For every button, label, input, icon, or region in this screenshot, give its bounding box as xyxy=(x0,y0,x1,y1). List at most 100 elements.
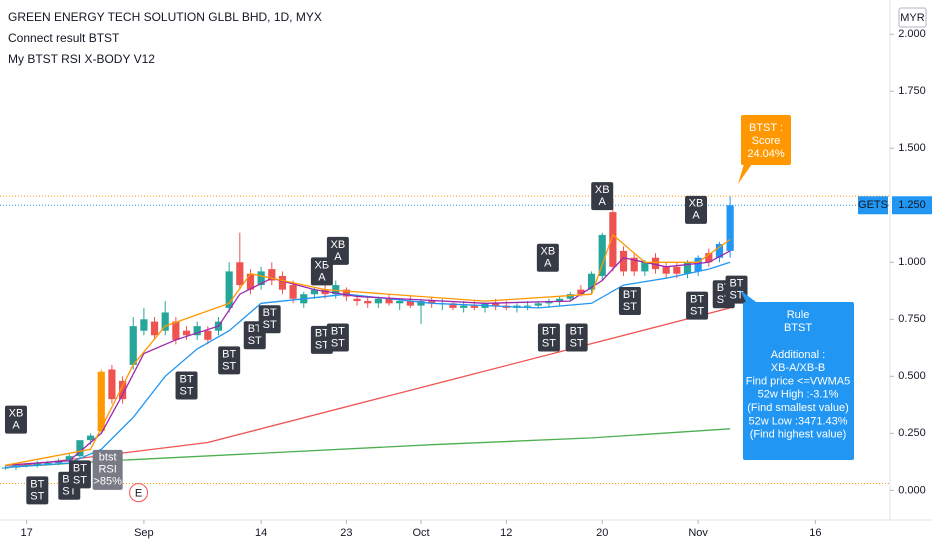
signal-label: XBA xyxy=(536,243,559,272)
signal-label: BTST xyxy=(618,287,641,316)
signal-text: ST xyxy=(263,319,277,331)
x-tick-label: 16 xyxy=(809,527,821,539)
signal-label: BTST xyxy=(243,321,266,350)
candle-body xyxy=(694,257,702,272)
y-tick-label: 2.000 xyxy=(898,28,926,40)
candle-body xyxy=(715,244,724,258)
candle-body xyxy=(587,273,596,290)
indicator-line xyxy=(5,233,731,466)
signal-box xyxy=(4,405,27,434)
signal-text: ST xyxy=(179,385,193,397)
signal-label: E xyxy=(129,483,149,503)
y-tick-label: 1.750 xyxy=(898,85,926,97)
signal-text: XB xyxy=(315,259,330,271)
price-value: 1.250 xyxy=(898,199,926,211)
candle-body xyxy=(342,289,351,297)
currency[interactable]: MYR xyxy=(900,12,925,24)
candle-body xyxy=(236,262,244,286)
signal-text: >85% xyxy=(93,476,122,488)
signal-text: ST xyxy=(62,486,76,498)
plot-area xyxy=(0,195,890,485)
signal-text: XB xyxy=(331,239,346,251)
candle-body xyxy=(662,266,670,274)
candle-body xyxy=(332,285,340,295)
candle-body xyxy=(268,269,276,281)
signal-box xyxy=(68,460,91,489)
candle-body xyxy=(86,435,95,441)
signal-box xyxy=(218,346,241,375)
signal-text: ST xyxy=(30,490,44,502)
y-tick-label: 0.750 xyxy=(898,313,926,325)
signal-label: BTST xyxy=(725,275,748,304)
signal-box xyxy=(686,291,709,320)
candle-body xyxy=(140,319,148,331)
y-tick-label: 1.000 xyxy=(898,256,926,268)
signal-label: XBA xyxy=(591,182,614,211)
signal-text: BT xyxy=(623,289,637,301)
x-tick-label: 14 xyxy=(255,527,267,539)
candle-body xyxy=(374,298,382,304)
signal-text: BT xyxy=(570,325,584,337)
candle-body xyxy=(33,462,41,466)
candle-body xyxy=(705,253,713,263)
earnings-marker xyxy=(129,483,149,503)
signal-text: ST xyxy=(542,337,556,349)
signal-box xyxy=(92,449,123,490)
rule-text: XB-A/XB-B xyxy=(771,362,825,374)
signal-label: XBA xyxy=(685,195,708,224)
signal-box xyxy=(685,195,708,224)
signal-label: BTST xyxy=(565,323,588,352)
candle-body xyxy=(150,321,159,336)
candle-body xyxy=(619,250,628,272)
signal-label: BTST xyxy=(68,460,91,489)
candle-body xyxy=(630,257,638,272)
candle-body xyxy=(278,275,287,290)
candle-body xyxy=(534,303,542,306)
candle-body xyxy=(182,330,191,336)
indicator-line xyxy=(5,261,731,469)
rule-text: 52w Low :3471.43% xyxy=(748,415,847,427)
score-text: BTST : xyxy=(749,122,783,134)
score-text: Score xyxy=(752,135,781,147)
y-tick-label: 0.000 xyxy=(898,484,926,496)
price-name-box xyxy=(858,196,888,215)
candle-body xyxy=(524,305,532,307)
signal-text: ST xyxy=(729,290,743,302)
signal-text: ST xyxy=(331,337,345,349)
signal-text: BT xyxy=(179,373,193,385)
rule-text: (Find smallest value) xyxy=(747,402,848,414)
candle-body xyxy=(129,326,137,365)
x-tick-label: 23 xyxy=(340,527,352,539)
price-value-box xyxy=(892,196,932,215)
candle-body xyxy=(118,380,127,400)
signal-box xyxy=(565,323,588,352)
signal-box xyxy=(536,243,559,272)
candle-body xyxy=(598,234,606,276)
candle-body xyxy=(492,303,500,306)
candle-body xyxy=(108,369,116,400)
signal-box xyxy=(175,371,198,400)
x-tick-label: Oct xyxy=(412,527,429,539)
candle-body xyxy=(470,305,478,308)
candle-body xyxy=(406,301,414,306)
signal-text: A xyxy=(334,251,342,263)
candle-body xyxy=(673,266,681,274)
candle-body xyxy=(246,273,255,290)
signal-text: ST xyxy=(315,340,329,352)
candle-body xyxy=(651,257,660,270)
candle-body xyxy=(364,301,372,304)
currency-box[interactable] xyxy=(898,7,927,28)
candle-body xyxy=(204,330,212,340)
rule-text: Additional : xyxy=(771,349,825,361)
candle-body xyxy=(289,285,297,299)
candle-body xyxy=(257,271,265,286)
x-tick-label: Nov xyxy=(688,527,708,539)
candle-body xyxy=(566,294,574,299)
rule-box xyxy=(743,302,854,460)
signal-label: BTST xyxy=(686,291,709,320)
candle-body xyxy=(193,326,201,336)
rule-pointer xyxy=(740,290,756,302)
